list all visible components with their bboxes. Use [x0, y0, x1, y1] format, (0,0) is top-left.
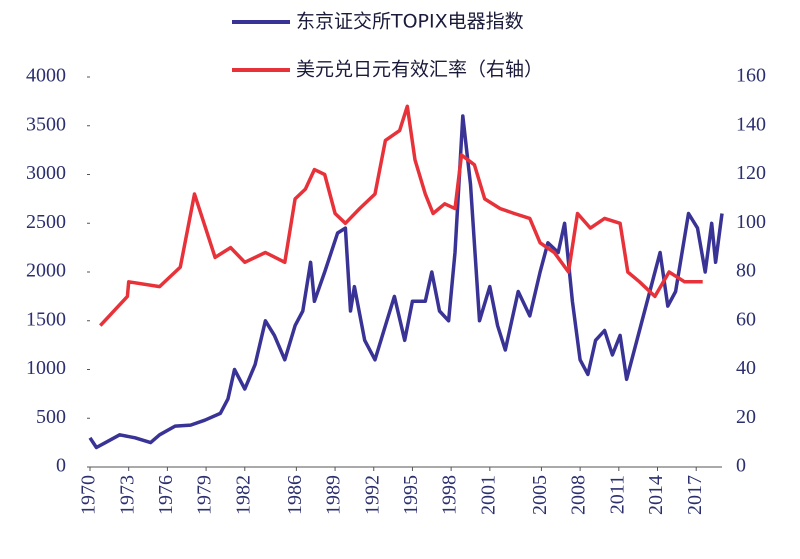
x-tick-label: 2014 — [645, 475, 667, 515]
y-tick-label: 0 — [56, 455, 66, 477]
y-tick-label: 2000 — [26, 260, 66, 282]
x-tick-label: 1992 — [361, 475, 383, 515]
y-tick-label: 3000 — [26, 162, 66, 184]
y-tick-label: 1500 — [26, 308, 66, 330]
x-tick-label: 2008 — [568, 475, 590, 515]
x-tick-label: 1982 — [232, 475, 254, 515]
series-line — [88, 114, 724, 450]
legend-label: 东京证交所TOPIX电器指数 — [296, 11, 524, 33]
y2-tick-label: 80 — [736, 260, 756, 282]
y2-tick-label: 20 — [736, 406, 756, 428]
x-tick-label: 1979 — [194, 475, 216, 515]
y2-tick-label: 140 — [736, 113, 766, 135]
y-tick-label: 1000 — [26, 357, 66, 379]
legend-label: 美元兑日元有效汇率（右轴） — [296, 59, 543, 81]
y-tick-label: 2500 — [26, 211, 66, 233]
x-tick-label: 1973 — [116, 475, 138, 515]
x-tick-label: 1995 — [400, 475, 422, 515]
y2-tick-label: 160 — [736, 65, 766, 87]
y2-tick-label: 100 — [736, 211, 766, 233]
series-line — [99, 104, 703, 327]
y2-tick-label: 120 — [736, 162, 766, 184]
x-tick-label: 1989 — [323, 475, 345, 515]
y2-tick-label: 40 — [736, 357, 756, 379]
y2-tick-label: 0 — [736, 455, 746, 477]
x-tick-label: 2005 — [529, 475, 551, 515]
x-tick-label: 2011 — [606, 475, 628, 514]
x-tick-label: 1976 — [155, 475, 177, 515]
y-tick-label: 3500 — [26, 113, 66, 135]
y-tick-label: 4000 — [26, 65, 66, 87]
x-tick-label: 1986 — [284, 475, 306, 515]
x-tick-label: 1998 — [439, 475, 461, 515]
x-tick-label: 1970 — [78, 475, 100, 515]
y-tick-label: 500 — [36, 406, 66, 428]
x-tick-label: 2017 — [684, 475, 706, 515]
x-tick-label: 2001 — [477, 475, 499, 515]
y2-tick-label: 60 — [736, 308, 756, 330]
